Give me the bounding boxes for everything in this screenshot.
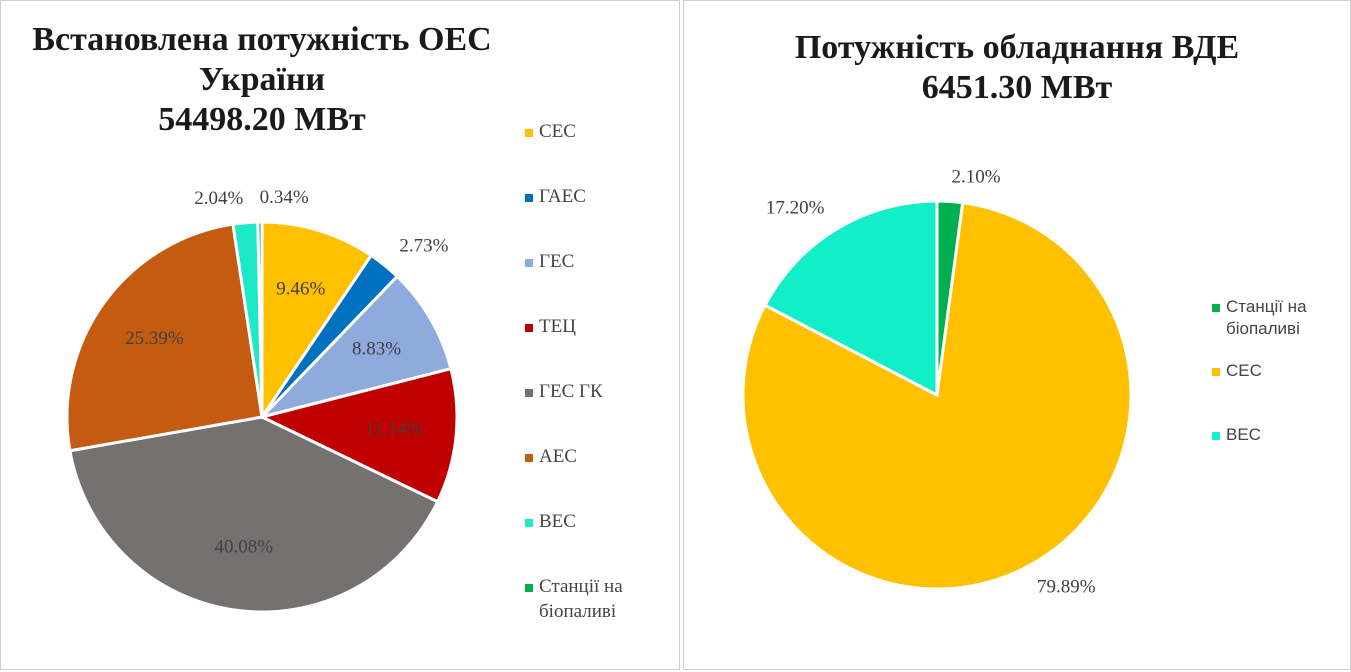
legend-item: ВЕС xyxy=(1212,424,1322,446)
legend-item: СЕС xyxy=(525,120,640,145)
chart-title: Потужність обладнання ВДЕ 6451.30 МВт xyxy=(795,29,1239,106)
title-line: України xyxy=(199,61,325,98)
pie-slice xyxy=(763,199,939,398)
legend-item: СЕС xyxy=(1212,360,1322,382)
data-label: 0.34% xyxy=(260,187,309,208)
legend-swatch xyxy=(525,128,533,137)
legend-item: ГЕС xyxy=(525,250,640,275)
legend-label: ГЕС ГК xyxy=(539,381,603,402)
pie-slice xyxy=(65,222,264,453)
legend-label: ТЕЦ xyxy=(539,316,576,337)
title-line: Встановлена потужність ОЕС xyxy=(32,21,491,58)
legend-label: ВЕС xyxy=(1226,425,1261,444)
legend-swatch xyxy=(525,323,533,332)
pie-slice xyxy=(257,366,459,504)
legend-item: Станції на біопаливі xyxy=(1212,296,1322,340)
legend-item: ГЕС ГК xyxy=(525,380,640,405)
chart-subtitle: 6451.30 МВт xyxy=(922,69,1113,106)
legend-label: ГАЕС xyxy=(539,186,586,207)
legend-swatch xyxy=(525,388,533,397)
pie-slice xyxy=(260,220,374,422)
legend-swatch xyxy=(525,258,533,267)
data-label: 11.14% xyxy=(365,419,423,440)
legend-item: Станції на біопаливі xyxy=(525,575,640,624)
data-label: 25.39% xyxy=(125,328,184,349)
legend-item: ВЕС xyxy=(525,510,640,535)
panel-left xyxy=(0,0,680,670)
data-label: 2.73% xyxy=(399,236,448,257)
legend-swatch xyxy=(525,193,533,202)
legend-label: АЕС xyxy=(539,446,577,467)
data-label: 9.46% xyxy=(276,279,325,300)
legend-swatch xyxy=(1212,367,1220,376)
legend-item: АЕС xyxy=(525,445,640,470)
legend-label: Станції на біопаливі xyxy=(1226,297,1307,339)
data-label: 2.10% xyxy=(951,167,1000,188)
legend-swatch xyxy=(525,518,533,527)
data-label: 79.89% xyxy=(1037,576,1096,597)
legend-label: СЕС xyxy=(539,121,576,142)
legend-label: ГЕС xyxy=(539,251,575,272)
legend-item: ТЕЦ xyxy=(525,315,640,340)
pie-slice xyxy=(257,274,453,420)
chart-subtitle: 54498.20 МВт xyxy=(158,101,366,138)
legend-swatch xyxy=(525,453,533,462)
chart-title: Встановлена потужність ОЕС України 54498.2… xyxy=(32,21,491,138)
legend-swatch xyxy=(525,583,533,592)
legend-swatch xyxy=(1212,431,1220,440)
legend-item: ГАЕС xyxy=(525,185,640,210)
legend-swatch xyxy=(1212,303,1220,312)
data-label: 17.20% xyxy=(766,198,825,219)
data-label: 40.08% xyxy=(214,537,273,558)
legend-label: Станції на біопаливі xyxy=(539,576,623,622)
data-label: 2.04% xyxy=(194,188,243,209)
legend-label: СЕС xyxy=(1226,361,1262,380)
title-line: Потужність обладнання ВДЕ xyxy=(795,29,1239,66)
legend-label: ВЕС xyxy=(539,511,576,532)
pie-slice xyxy=(68,415,440,614)
pie-slice xyxy=(256,220,264,418)
data-label: 8.83% xyxy=(352,339,401,360)
